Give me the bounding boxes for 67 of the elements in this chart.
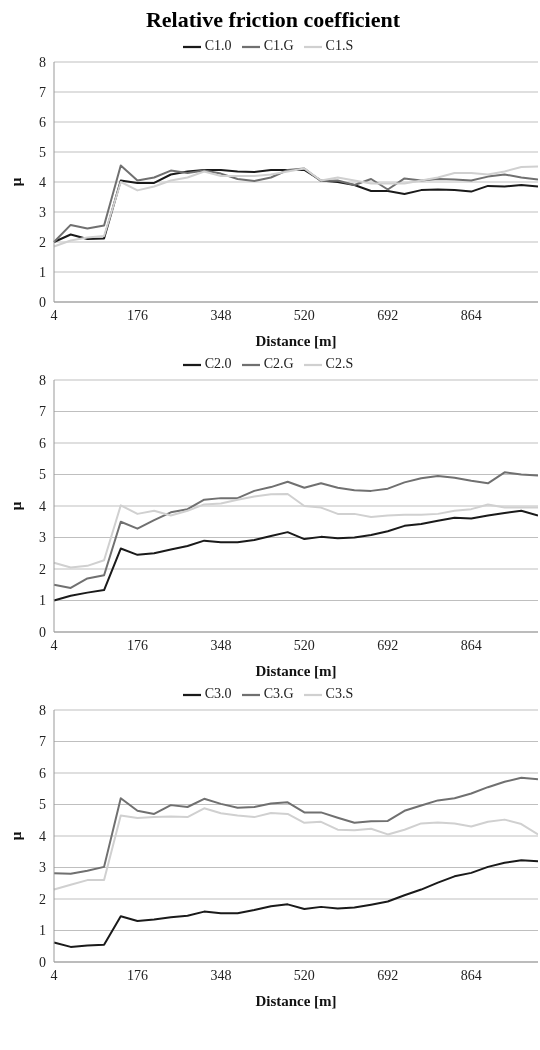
y-tick-label: 3 <box>39 530 46 546</box>
legend-label: C3.S <box>325 686 354 702</box>
y-tick-label: 1 <box>39 593 46 609</box>
y-tick-label: 1 <box>39 923 46 939</box>
legend-label: C1.S <box>325 38 354 54</box>
y-tick-label: 7 <box>39 404 46 420</box>
y-tick-label: 0 <box>39 624 46 640</box>
y-tick-label: 6 <box>39 435 46 451</box>
line-series <box>53 471 538 589</box>
y-tick-label: 2 <box>39 234 46 250</box>
legend-label: C2.0 <box>204 356 232 372</box>
x-tick-label: 348 <box>210 967 232 983</box>
y-axis-title: μ <box>8 831 25 841</box>
x-tick-label: 520 <box>293 967 315 983</box>
x-tick-label: 864 <box>460 967 482 983</box>
y-tick-label: 8 <box>39 54 46 70</box>
x-tick-label: 348 <box>210 307 232 323</box>
x-axis-title: Distance [m] <box>255 663 337 679</box>
y-tick-label: 0 <box>39 294 46 310</box>
y-tick-label: 3 <box>39 204 46 220</box>
x-axis-title: Distance [m] <box>255 993 337 1009</box>
x-tick-label: 692 <box>377 307 399 323</box>
x-tick-label: 4 <box>50 967 58 983</box>
x-tick-label: 4 <box>50 307 58 323</box>
y-tick-label: 1 <box>39 264 46 280</box>
y-tick-label: 2 <box>39 891 46 907</box>
x-tick-label: 348 <box>210 637 232 653</box>
legend-label: C2.S <box>325 356 354 372</box>
legend-label: C1.0 <box>204 38 232 54</box>
y-tick-label: 5 <box>39 797 46 813</box>
legend-label: C1.G <box>263 38 294 54</box>
legend-label: C2.G <box>263 356 294 372</box>
x-tick-label: 692 <box>377 967 399 983</box>
y-tick-label: 3 <box>39 860 46 876</box>
chart-title: Relative friction coefficient <box>144 7 402 32</box>
y-tick-label: 2 <box>39 561 46 577</box>
y-axis-title: μ <box>8 177 25 187</box>
legend-label: C3.0 <box>204 686 232 702</box>
y-tick-label: 4 <box>39 174 46 190</box>
y-tick-label: 0 <box>39 954 46 970</box>
x-tick-label: 176 <box>126 967 148 983</box>
y-tick-label: 7 <box>39 84 46 100</box>
line-series <box>53 776 538 875</box>
x-axis-title: Distance [m] <box>255 333 337 349</box>
y-tick-label: 8 <box>39 372 46 388</box>
x-tick-label: 520 <box>293 637 315 653</box>
x-tick-label: 176 <box>126 307 148 323</box>
y-tick-label: 5 <box>39 144 46 160</box>
x-tick-label: 176 <box>126 637 148 653</box>
line-series <box>53 493 538 569</box>
x-tick-label: 864 <box>460 307 482 323</box>
x-tick-label: 864 <box>460 637 482 653</box>
line-series <box>53 807 538 891</box>
line-series <box>53 859 538 948</box>
y-tick-label: 7 <box>39 734 46 750</box>
y-tick-label: 6 <box>39 765 46 781</box>
x-tick-label: 520 <box>293 307 315 323</box>
x-tick-label: 692 <box>377 637 399 653</box>
y-tick-label: 4 <box>39 498 46 514</box>
y-axis-title: μ <box>8 501 25 511</box>
y-tick-label: 8 <box>39 702 46 718</box>
y-tick-label: 5 <box>39 467 46 483</box>
y-tick-label: 6 <box>39 114 46 130</box>
x-tick-label: 4 <box>50 637 58 653</box>
line-series <box>53 509 538 602</box>
y-tick-label: 4 <box>39 828 46 844</box>
legend-label: C3.G <box>263 686 294 702</box>
